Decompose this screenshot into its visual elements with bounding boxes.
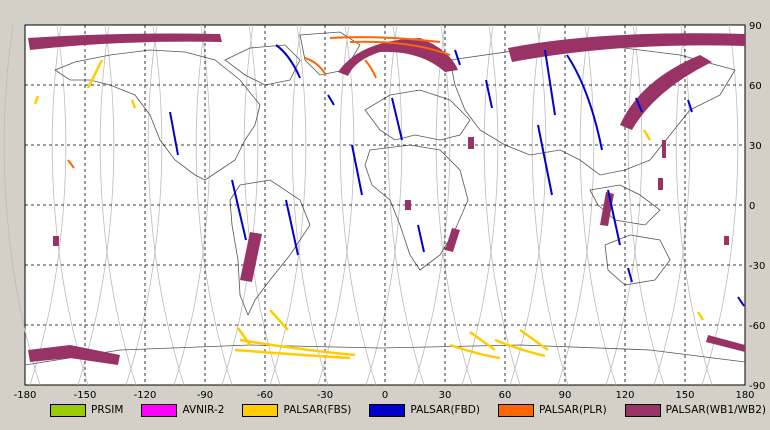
lon-tick-label: -90 (197, 390, 213, 400)
swath-wb (706, 335, 745, 352)
legend-label: AVNIR-2 (182, 404, 225, 416)
lon-tick-label: 0 (382, 390, 388, 400)
legend-item: AVNIR-2 (141, 403, 225, 417)
orbit-track (3, 24, 67, 386)
legend-swatch (497, 403, 534, 417)
legend-item: PALSAR(WB1/WB2) (624, 403, 766, 417)
swath-wb (620, 55, 712, 130)
coverage-map: -180 -150 -120 -90 -60 -30 0 30 60 90 120 150 180 90 6… (3, 21, 766, 400)
lon-tick-label: -120 (134, 390, 157, 400)
swath-wb (468, 137, 474, 149)
orbit-track (579, 24, 643, 386)
legend-item: PALSAR(PLR) (497, 403, 607, 417)
legend-label: PALSAR(FBD) (410, 404, 480, 416)
graticule (25, 25, 745, 385)
lat-tick-label: -30 (749, 261, 765, 272)
swath-fbd (275, 44, 301, 79)
swath-wb (724, 236, 729, 245)
lon-tick-label: 30 (439, 390, 452, 400)
swath-wb (662, 140, 666, 158)
orbit-track (531, 24, 595, 386)
coverage-swaths (28, 33, 745, 365)
orbit-track (147, 24, 211, 386)
swath-wb (53, 236, 59, 246)
lon-tick-label: -60 (257, 390, 273, 400)
legend-item: PALSAR(FBD) (369, 403, 480, 417)
lat-tick-label: 30 (749, 141, 762, 152)
lat-tick-label: 60 (749, 81, 762, 92)
orbit-track (195, 24, 259, 386)
orbit-track (51, 24, 115, 386)
orbit-track (483, 24, 547, 386)
lon-tick-label: 90 (559, 390, 572, 400)
swath-fbd (566, 54, 603, 151)
legend: PRSIM AVNIR-2 PALSAR(FBS) PALSAR(FBD) PALSAR… (50, 401, 770, 419)
lon-tick-label: -30 (317, 390, 333, 400)
swath-wb (405, 200, 411, 210)
lat-tick-label: -90 (749, 381, 765, 392)
orbit-track (435, 24, 499, 386)
orbit-track (99, 24, 163, 386)
legend-item: PRSIM (50, 403, 124, 417)
swath-wb (28, 345, 120, 365)
legend-label: PALSAR(FBS) (283, 404, 352, 416)
swath-wb (240, 232, 262, 282)
orbit-track (291, 24, 355, 386)
legend-swatch (369, 403, 406, 417)
coastlines (24, 31, 746, 366)
orbit-track (387, 24, 451, 386)
lon-tick-label: -150 (74, 390, 97, 400)
swath-wb (28, 33, 222, 50)
legend-swatch (624, 403, 661, 417)
axis-ticks: -180 -150 -120 -90 -60 -30 0 30 60 90 120 150 180 90 6… (14, 21, 766, 400)
legend-label: PALSAR(PLR) (538, 404, 607, 416)
legend-label: PALSAR(WB1/WB2) (665, 404, 766, 416)
swath-wb (508, 33, 745, 62)
lon-tick-label: 120 (615, 390, 634, 400)
legend-swatch (242, 403, 279, 417)
orbit-tracks (3, 24, 739, 386)
lat-tick-label: -60 (749, 321, 765, 332)
lat-tick-label: 90 (749, 21, 762, 32)
lon-tick-label: 150 (675, 390, 694, 400)
legend-item: PALSAR(FBS) (242, 403, 352, 417)
lon-tick-label: -180 (14, 390, 37, 400)
legend-swatch (141, 403, 178, 417)
swath-wb (445, 228, 460, 252)
swath-wb (658, 178, 663, 190)
legend-label: PRSIM (91, 404, 124, 416)
lon-tick-label: 60 (499, 390, 512, 400)
lat-tick-label: 0 (749, 201, 755, 212)
legend-swatch (50, 403, 86, 417)
lon-tick-label: 180 (735, 390, 754, 400)
